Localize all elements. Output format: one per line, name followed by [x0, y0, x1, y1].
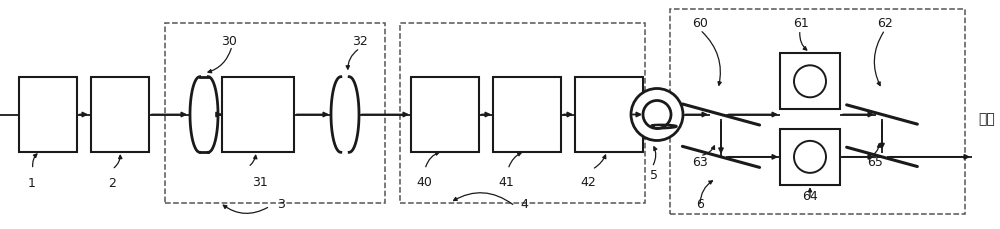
- Ellipse shape: [631, 88, 683, 141]
- Text: 42: 42: [580, 176, 596, 189]
- Text: 30: 30: [221, 35, 237, 48]
- Bar: [165, 23, 385, 203]
- Ellipse shape: [794, 141, 826, 173]
- Bar: [670, 9, 965, 214]
- Text: 32: 32: [352, 35, 368, 48]
- Text: 3: 3: [277, 198, 285, 211]
- Text: 41: 41: [498, 176, 514, 189]
- Bar: [780, 53, 840, 109]
- Ellipse shape: [794, 65, 826, 97]
- Text: 62: 62: [877, 17, 893, 30]
- Text: 2: 2: [108, 177, 116, 191]
- Text: 4: 4: [520, 198, 528, 211]
- Text: 64: 64: [802, 190, 818, 203]
- Text: 5: 5: [650, 169, 658, 183]
- Text: 1: 1: [28, 177, 36, 191]
- Bar: [411, 77, 479, 152]
- Text: 60: 60: [692, 17, 708, 30]
- Text: 65: 65: [867, 156, 883, 169]
- Bar: [400, 23, 645, 203]
- Bar: [575, 77, 643, 152]
- Text: 31: 31: [252, 176, 268, 189]
- Bar: [780, 129, 840, 185]
- Text: 6: 6: [696, 198, 704, 211]
- Bar: [19, 77, 77, 152]
- Text: 63: 63: [692, 156, 708, 169]
- Text: 输出: 输出: [978, 112, 995, 126]
- Text: 61: 61: [793, 17, 809, 30]
- Bar: [222, 77, 294, 152]
- Ellipse shape: [643, 101, 671, 128]
- Bar: [493, 77, 561, 152]
- Text: 40: 40: [416, 176, 432, 189]
- Bar: [91, 77, 149, 152]
